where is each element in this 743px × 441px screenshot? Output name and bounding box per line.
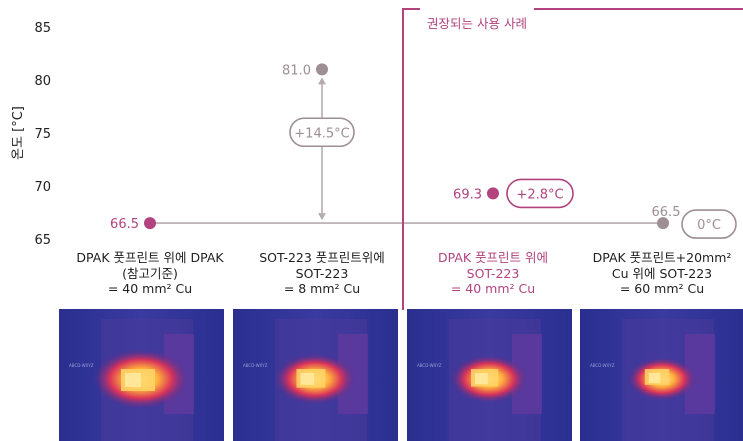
thermal-image: ABCD-WXYZ: [580, 309, 743, 441]
data-label: 69.3: [453, 187, 482, 202]
category-label-line3: = 40 mm² Cu: [450, 281, 536, 296]
category-label-line3: = 8 mm² Cu: [283, 281, 361, 296]
data-point: [144, 217, 156, 230]
category-label-line1: DPAK 풋프린트 위에: [437, 250, 549, 265]
data-point: [657, 217, 669, 230]
data-point: [316, 63, 328, 76]
category-label-line2: SOT-223: [295, 265, 349, 281]
data-label: 81.0: [282, 63, 311, 78]
svg-text:ABCD-WXYZ: ABCD-WXYZ: [69, 363, 94, 368]
data-label: 66.5: [110, 217, 139, 232]
category-label-line2: Cu 위에 SOT-223: [611, 265, 713, 281]
y-tick-label: 85: [34, 21, 51, 36]
category-label: DPAK 풋프린트 위에 SOT-223 = 40 mm² Cu: [408, 250, 578, 297]
delta-arrow-head-down: [318, 213, 326, 221]
data-marks: 66.5 81.0 +14.5°C 69.3 +2.8°C 66.5 0°C: [110, 63, 737, 239]
delta-badge: [506, 178, 574, 209]
thermal-image: ABCD-WXYZ: [59, 309, 224, 441]
thermal-image: ABCD-WXYZ: [233, 309, 398, 441]
thermal-image: ABCD-WXYZ: [407, 309, 572, 441]
category-label: DPAK 풋프린트 위에 DPAK (참고기준) = 40 mm² Cu: [65, 250, 235, 297]
recommended-use-case-box: [402, 8, 743, 310]
temperature-chart: 85 80 75 70 65 온도 [°C] 권장되는 사용 사례 66.5 81.0 +1…: [11, 5, 743, 310]
delta-arrow-head-up: [318, 77, 326, 85]
delta-label: +14.5°C: [294, 126, 349, 141]
recommended-use-case-label-bg: [420, 5, 534, 15]
category-label: DPAK 풋프린트+20mm² Cu 위에 SOT-223 = 60 mm² Cu: [577, 250, 743, 297]
y-tick-label: 75: [34, 127, 51, 142]
category-label: SOT-223 풋프린트위에 SOT-223 = 8 mm² Cu: [237, 250, 407, 297]
svg-text:ABCD-WXYZ: ABCD-WXYZ: [243, 363, 268, 368]
y-axis: 85 80 75 70 65: [34, 21, 51, 248]
y-tick-label: 80: [34, 74, 51, 89]
y-tick-label: 70: [34, 180, 51, 195]
data-label: 66.5: [652, 205, 681, 220]
category-label-line1: DPAK 풋프린트+20mm²: [592, 250, 732, 265]
category-label-line1: SOT-223 풋프린트위에: [259, 250, 385, 265]
category-label-line2: SOT-223: [466, 265, 520, 281]
svg-text:ABCD-WXYZ: ABCD-WXYZ: [590, 363, 615, 368]
category-label-line2: (참고기준): [122, 265, 178, 281]
y-axis-label: 온도 [°C]: [11, 106, 26, 160]
delta-badge: [681, 209, 737, 239]
svg-text:ABCD-WXYZ: ABCD-WXYZ: [417, 363, 442, 368]
category-label-line1: DPAK 풋프린트 위에 DPAK: [76, 250, 224, 265]
y-tick-label: 65: [34, 233, 51, 248]
category-label-line3: = 40 mm² Cu: [107, 281, 193, 296]
delta-arrow: [318, 77, 326, 221]
category-label-line3: = 60 mm² Cu: [619, 281, 705, 296]
delta-label: +2.8°C: [516, 187, 563, 202]
data-point: [487, 187, 499, 200]
delta-badge: [289, 117, 355, 148]
recommended-use-case-label: 권장되는 사용 사례: [427, 16, 527, 31]
delta-label: 0°C: [697, 218, 721, 233]
